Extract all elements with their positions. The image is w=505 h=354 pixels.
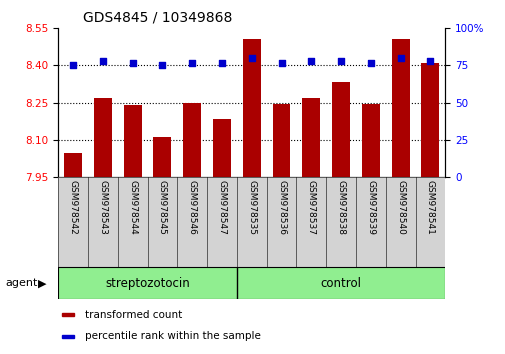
- Point: [98, 58, 107, 64]
- Bar: [58, 267, 236, 299]
- Bar: [421, 63, 438, 177]
- Point: [426, 58, 434, 64]
- Bar: [213, 119, 230, 177]
- Bar: [62, 335, 74, 338]
- Text: GSM978537: GSM978537: [306, 180, 315, 235]
- Bar: [272, 104, 290, 177]
- Bar: [118, 177, 147, 267]
- Bar: [88, 177, 118, 267]
- Bar: [207, 177, 236, 267]
- Text: GDS4845 / 10349868: GDS4845 / 10349868: [83, 11, 232, 25]
- Point: [366, 60, 374, 65]
- Bar: [355, 177, 385, 267]
- Text: GSM978546: GSM978546: [187, 180, 196, 235]
- Bar: [147, 177, 177, 267]
- Text: control: control: [320, 277, 361, 290]
- Text: GSM978543: GSM978543: [98, 180, 107, 235]
- Point: [158, 63, 166, 68]
- Bar: [296, 177, 326, 267]
- Text: agent: agent: [5, 278, 37, 288]
- Bar: [123, 105, 141, 177]
- Point: [336, 58, 344, 64]
- Bar: [242, 40, 260, 177]
- Bar: [236, 177, 266, 267]
- Bar: [183, 103, 200, 177]
- Text: GSM978535: GSM978535: [247, 180, 256, 235]
- Text: transformed count: transformed count: [85, 310, 182, 320]
- Bar: [62, 313, 74, 316]
- Bar: [94, 98, 112, 177]
- Bar: [302, 98, 320, 177]
- Bar: [326, 177, 355, 267]
- Text: GSM978545: GSM978545: [158, 180, 167, 235]
- Text: ▶: ▶: [38, 278, 46, 288]
- Bar: [153, 137, 171, 177]
- Bar: [415, 177, 444, 267]
- Text: GSM978544: GSM978544: [128, 180, 137, 234]
- Text: GSM978538: GSM978538: [336, 180, 345, 235]
- Point: [247, 55, 256, 61]
- Bar: [361, 104, 379, 177]
- Point: [128, 60, 136, 65]
- Text: streptozotocin: streptozotocin: [105, 277, 189, 290]
- Bar: [391, 40, 409, 177]
- Text: GSM978542: GSM978542: [69, 180, 77, 234]
- Bar: [266, 177, 296, 267]
- Text: GSM978536: GSM978536: [276, 180, 285, 235]
- Point: [188, 60, 196, 65]
- Text: GSM978541: GSM978541: [425, 180, 434, 235]
- Bar: [385, 177, 415, 267]
- Point: [69, 63, 77, 68]
- Text: percentile rank within the sample: percentile rank within the sample: [85, 331, 261, 341]
- Point: [218, 60, 226, 65]
- Point: [277, 60, 285, 65]
- Point: [307, 58, 315, 64]
- Bar: [331, 81, 349, 177]
- Bar: [177, 177, 207, 267]
- Bar: [58, 177, 88, 267]
- Text: GSM978540: GSM978540: [395, 180, 405, 235]
- Bar: [236, 267, 444, 299]
- Point: [396, 55, 404, 61]
- Bar: [64, 154, 82, 177]
- Text: GSM978547: GSM978547: [217, 180, 226, 235]
- Text: GSM978539: GSM978539: [366, 180, 375, 235]
